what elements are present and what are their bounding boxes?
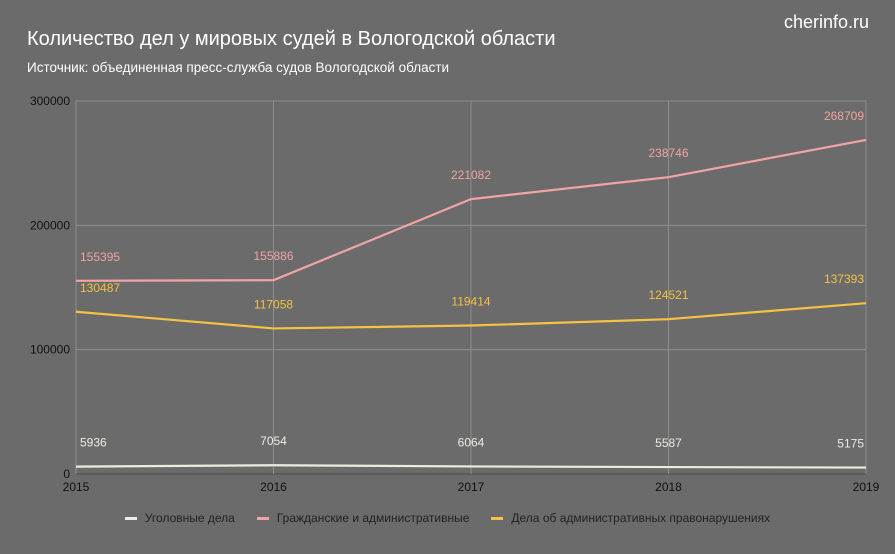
x-tick-label: 2018	[655, 480, 682, 494]
legend-swatch	[491, 516, 504, 520]
chart-subtitle: Источник: объединенная пресс-служба судо…	[27, 60, 450, 75]
data-label: 155395	[80, 250, 120, 264]
legend-label: Уголовные дела	[144, 511, 235, 525]
y-tick-label: 0	[63, 467, 70, 481]
data-label: 155886	[253, 249, 293, 263]
legend-item[interactable]: Дела об административных правонарушениях	[491, 511, 770, 525]
legend-label: Гражданские и административные	[276, 511, 470, 525]
x-tick-label: 2016	[260, 480, 287, 494]
series-line	[75, 464, 867, 469]
series-line	[75, 302, 867, 330]
data-label: 5587	[655, 436, 682, 450]
y-tick-label: 300000	[30, 94, 70, 108]
y-tick-label: 200000	[30, 218, 70, 232]
x-tick-label: 2019	[853, 480, 880, 494]
series-line	[75, 138, 867, 282]
data-label: 130487	[80, 281, 120, 295]
data-label: 221082	[451, 168, 491, 182]
data-label: 137393	[824, 272, 864, 286]
brand-logo[interactable]: cherinfo.ru	[783, 12, 869, 32]
chart-legend: Уголовные дела Гражданские и администрати…	[0, 511, 895, 525]
data-label: 124521	[648, 288, 688, 302]
y-tick-label: 100000	[30, 343, 70, 357]
data-label: 268709	[824, 109, 864, 123]
data-label: 5175	[837, 437, 864, 451]
chart-title: Количество дел у мировых судей в Вологод…	[27, 28, 556, 50]
x-tick-label: 2017	[458, 480, 485, 494]
legend-swatch	[256, 516, 269, 520]
legend-swatch	[124, 516, 137, 520]
data-label: 117058	[254, 297, 293, 311]
legend-item[interactable]: Уголовные дела	[124, 511, 235, 525]
data-label: 7054	[260, 434, 287, 448]
data-label: 119414	[451, 295, 490, 309]
x-tick-label: 2015	[63, 480, 90, 494]
legend-item[interactable]: Гражданские и административные	[256, 511, 470, 525]
data-label: 6064	[458, 435, 485, 449]
legend-label: Дела об административных правонарушениях	[511, 511, 771, 525]
data-label: 5936	[80, 436, 107, 450]
data-label: 238746	[648, 146, 688, 160]
